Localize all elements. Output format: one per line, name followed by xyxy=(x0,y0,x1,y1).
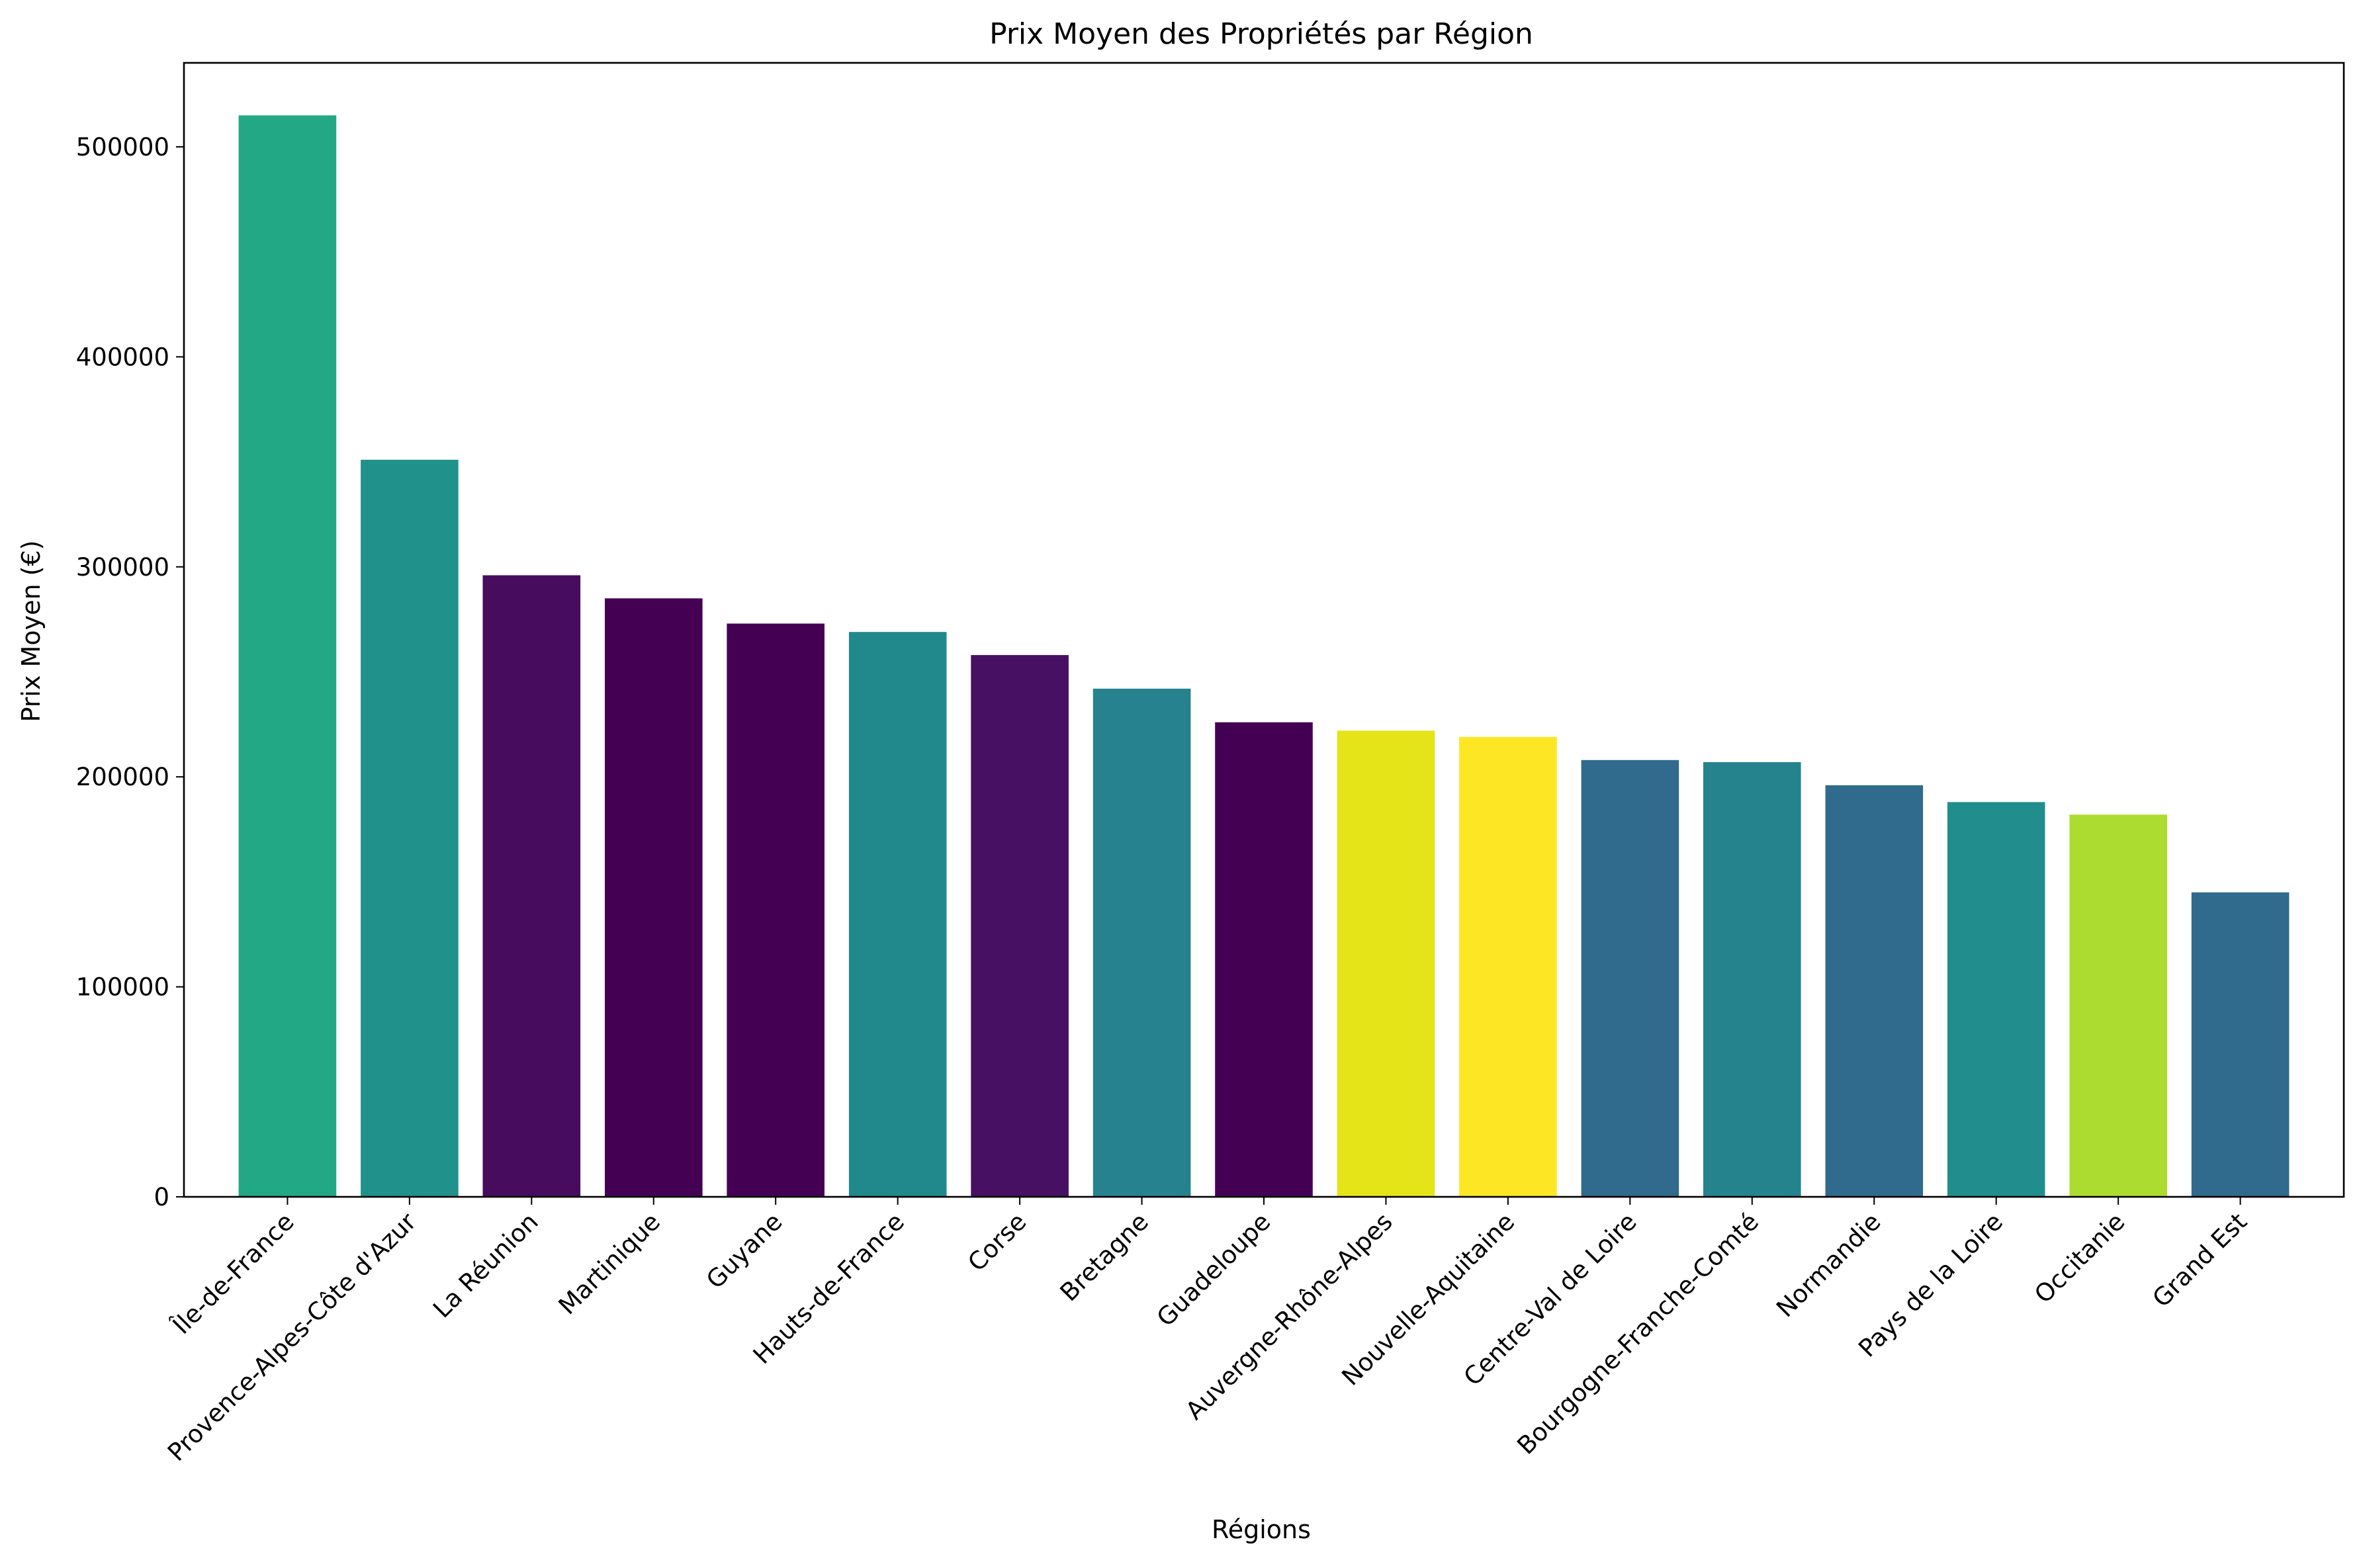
bar xyxy=(848,632,947,1197)
y-tick-label: 0 xyxy=(154,1183,169,1211)
bar xyxy=(1581,760,1679,1197)
bar xyxy=(2069,814,2167,1197)
bar xyxy=(727,623,825,1197)
bar xyxy=(1947,802,2045,1197)
y-tick-label: 400000 xyxy=(76,343,169,371)
bar xyxy=(482,575,581,1197)
y-axis-label: Prix Moyen (€) xyxy=(17,541,46,722)
bar xyxy=(1825,785,1924,1197)
y-tick-label: 200000 xyxy=(76,763,169,791)
bar xyxy=(1337,730,1435,1197)
x-axis-label: Régions xyxy=(1212,1515,1311,1544)
y-tick-label: 500000 xyxy=(76,133,169,161)
bar xyxy=(1092,688,1191,1197)
plot-frame xyxy=(183,62,2345,1198)
bar xyxy=(1459,736,1557,1197)
bars-group xyxy=(238,115,2290,1197)
y-axis: 0 100000 200000 300000 400000 500000 xyxy=(76,133,184,1211)
bar xyxy=(605,598,703,1197)
bar xyxy=(2191,892,2290,1197)
bar xyxy=(971,655,1069,1197)
y-tick-label: 100000 xyxy=(76,973,169,1002)
bar xyxy=(1703,762,1801,1197)
bar xyxy=(1215,722,1313,1197)
bar xyxy=(238,115,337,1197)
y-tick-label: 300000 xyxy=(76,553,169,582)
bar xyxy=(361,459,459,1197)
chart-title: Prix Moyen des Propriétés par Région xyxy=(989,17,1533,51)
